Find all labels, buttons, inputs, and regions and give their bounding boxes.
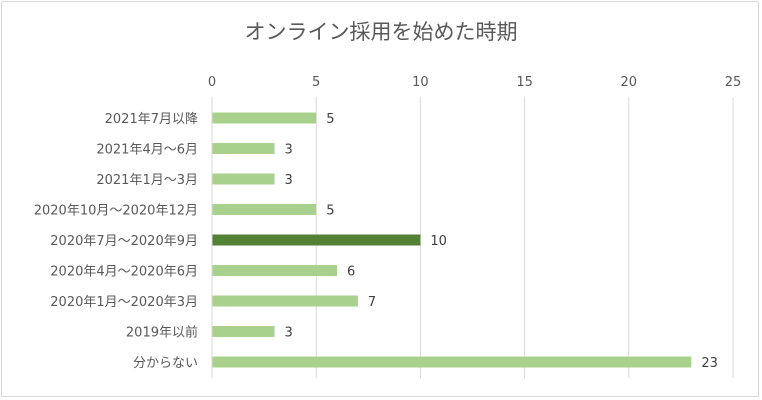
category-label: 分からない (133, 356, 198, 371)
x-tick-label: 20 (621, 75, 638, 90)
x-tick-label: 5 (312, 75, 320, 90)
bar (212, 173, 275, 185)
category-label: 2021年1月～3月 (96, 173, 198, 188)
category-label: 2021年7月以降 (105, 112, 198, 127)
bar (212, 143, 275, 154)
bar (212, 234, 421, 246)
category-label: 2020年1月～2020年3月 (50, 295, 198, 310)
bar (212, 204, 317, 215)
chart-title: オンライン採用を始めた時期 (244, 20, 518, 44)
data-label: 3 (285, 143, 293, 158)
bar (212, 112, 317, 124)
x-tick-label: 10 (412, 75, 429, 90)
data-label: 10 (430, 234, 447, 249)
data-label: 7 (368, 295, 376, 310)
data-label: 3 (285, 326, 293, 341)
category-label: 2020年10月～2020年12月 (34, 204, 198, 219)
data-label: 5 (326, 112, 334, 127)
data-label: 5 (326, 204, 334, 219)
data-label: 3 (285, 173, 293, 188)
bar (212, 265, 338, 276)
category-label: 2020年4月～2020年6月 (50, 265, 198, 280)
x-tick-label: 25 (725, 75, 742, 90)
category-label: 2021年4月～6月 (96, 143, 198, 158)
category-label: 2019年以前 (126, 325, 198, 341)
x-tick-label: 15 (516, 75, 533, 90)
bar (212, 356, 692, 368)
bar (212, 326, 275, 337)
x-tick-label: 0 (208, 75, 216, 90)
bar (212, 295, 358, 307)
category-label: 2020年7月～2020年9月 (50, 234, 198, 249)
data-label: 6 (347, 265, 355, 280)
data-label: 23 (701, 356, 718, 371)
